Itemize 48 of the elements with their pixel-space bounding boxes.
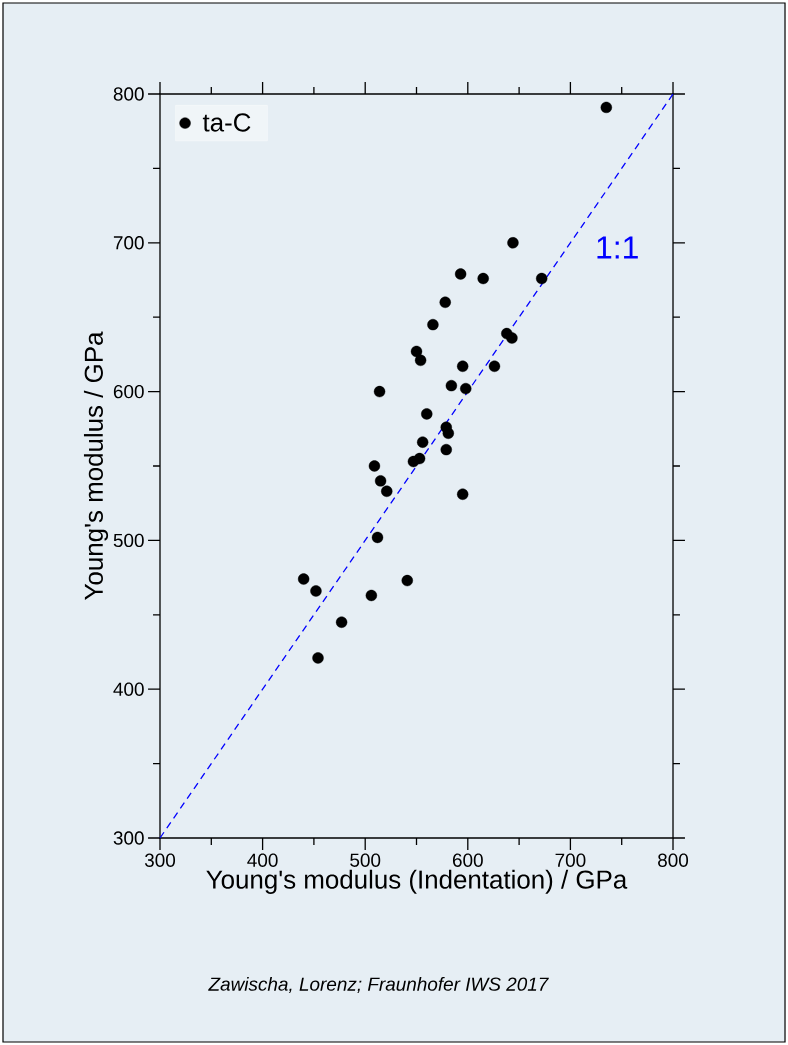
point bbox=[442, 427, 454, 439]
point bbox=[365, 589, 378, 602]
point bbox=[374, 475, 387, 487]
point bbox=[371, 531, 384, 544]
x-tick-label: 300 bbox=[144, 853, 176, 867]
y-tick-label: 700 bbox=[113, 236, 144, 250]
x-tick-label: 800 bbox=[658, 853, 689, 867]
x-tick-label: 500 bbox=[350, 853, 381, 867]
y-tick-label: 300 bbox=[113, 831, 144, 845]
text: Zawischa, Lorenz; Fraunhofer IWS 2017 bbox=[208, 976, 549, 994]
x-axis-title: Young's modulus (Indentation) / GPa bbox=[206, 869, 628, 894]
point bbox=[488, 360, 501, 372]
y-axis-title: Young's modulus / GPa bbox=[83, 331, 109, 600]
point bbox=[310, 585, 322, 597]
x-tick-label: 600 bbox=[452, 853, 483, 867]
point bbox=[368, 460, 381, 472]
point bbox=[407, 455, 420, 468]
point bbox=[507, 237, 519, 249]
point bbox=[421, 408, 433, 420]
point bbox=[457, 360, 469, 372]
point bbox=[454, 268, 467, 280]
point bbox=[457, 488, 469, 500]
point bbox=[536, 272, 548, 285]
point bbox=[506, 332, 518, 344]
point bbox=[440, 443, 452, 456]
y-tick-label: 400 bbox=[113, 682, 144, 696]
point bbox=[381, 485, 393, 497]
x-tick-label: 400 bbox=[247, 853, 278, 867]
point bbox=[414, 354, 427, 367]
series-label: 1:1 bbox=[597, 236, 638, 259]
legend-label: ta-C bbox=[202, 113, 251, 132]
point bbox=[600, 101, 612, 114]
point bbox=[297, 573, 310, 585]
point bbox=[410, 345, 423, 358]
y-tick-label: 600 bbox=[113, 384, 144, 399]
point bbox=[427, 318, 439, 331]
point bbox=[439, 296, 451, 308]
point bbox=[477, 272, 489, 285]
x-tick-label: 700 bbox=[555, 853, 586, 867]
point bbox=[445, 379, 458, 392]
y-tick-label: 800 bbox=[113, 87, 144, 101]
point bbox=[460, 382, 472, 395]
point bbox=[373, 385, 386, 398]
point bbox=[401, 574, 413, 587]
y-tick-label: 500 bbox=[113, 533, 144, 548]
point bbox=[335, 616, 348, 628]
point bbox=[416, 436, 429, 448]
point bbox=[312, 652, 324, 664]
